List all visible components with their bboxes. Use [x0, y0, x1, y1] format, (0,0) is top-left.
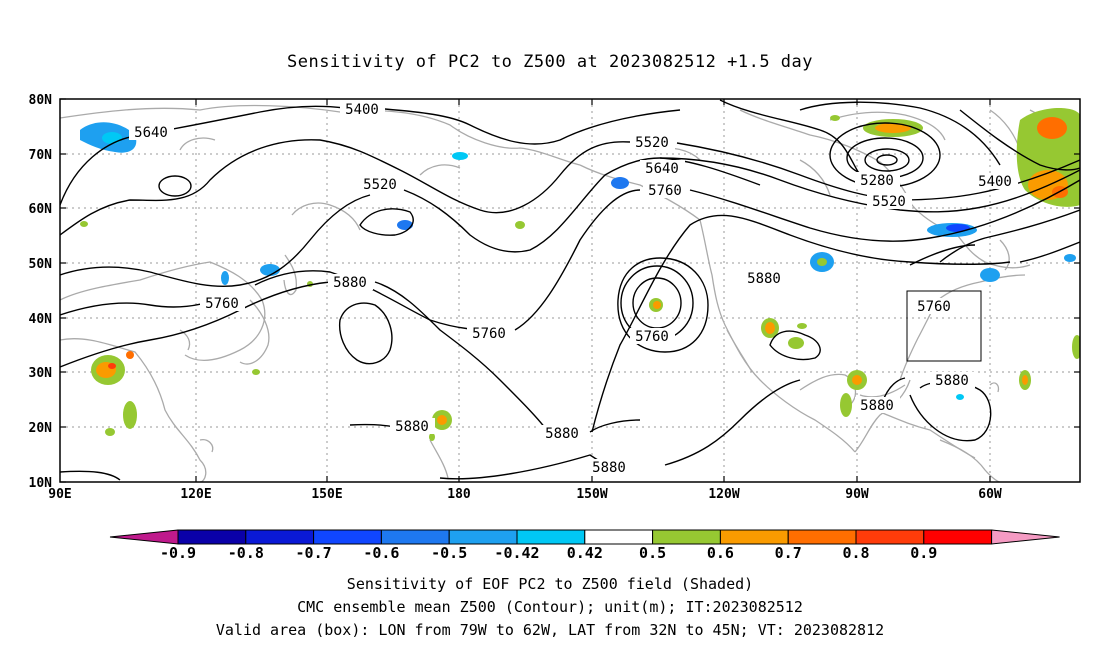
colorbar-segment — [855, 529, 925, 545]
lon-label: 150E — [311, 487, 342, 502]
contour-label: 5280 — [860, 173, 894, 189]
colorbar-tick-label: 0.7 — [775, 544, 802, 562]
colorbar-tick-label: 0.42 — [567, 544, 603, 562]
colorbar-tick-label: -0.8 — [228, 544, 264, 562]
latitude-labels: 80N 70N 60N 50N 40N 30N 20N 10N — [29, 93, 53, 491]
lon-label: 120W — [708, 487, 739, 502]
axis-ticks — [60, 98, 1080, 483]
sensitivity-shading — [80, 108, 1080, 441]
caption-line-1: Sensitivity of EOF PC2 to Z500 field (Sh… — [347, 575, 753, 593]
contour-label: 5880 — [545, 426, 579, 442]
colorbar-segment — [245, 529, 315, 545]
colorbar-segment — [516, 529, 586, 545]
colorbar-tick-label: 0.8 — [842, 544, 869, 562]
colorbar-segment — [584, 529, 654, 545]
colorbar-right-arrow — [991, 529, 1060, 545]
lat-label: 40N — [29, 312, 53, 327]
caption-line-3: Valid area (box): LON from 79W to 62W, L… — [216, 621, 884, 639]
lat-label: 30N — [29, 366, 53, 381]
contour-label: 5880 — [935, 373, 969, 389]
colorbar-left-arrow — [109, 529, 179, 545]
map-frame — [59, 98, 1081, 483]
contour-labels: 5400 5640 5520 5520 5640 5760 5280 5400 … — [129, 101, 1018, 476]
lat-label: 50N — [29, 257, 53, 272]
colorbar-labels: -0.9 -0.8 -0.7 -0.6 -0.5 -0.42 0.42 0.5 0.6 0.7 0.… — [160, 544, 937, 562]
lat-label: 20N — [29, 421, 53, 436]
map-area: 5400 5640 5520 5520 5640 5760 5280 5400 … — [60, 99, 1080, 482]
contour-label: 5880 — [860, 398, 894, 414]
contour-label: 5640 — [645, 161, 679, 177]
colorbar-tick-label: -0.6 — [363, 544, 399, 562]
contour-label: 5760 — [648, 183, 682, 199]
contour-label: 5760 — [917, 299, 951, 315]
lat-label: 10N — [29, 476, 53, 491]
lon-label: 120E — [180, 487, 211, 502]
colorbar-tick-label: 0.5 — [639, 544, 666, 562]
colorbar-segment — [787, 529, 857, 545]
contour-label: 5880 — [592, 460, 626, 476]
colorbar-tick-label: -0.9 — [160, 544, 196, 562]
colorbar-segment — [652, 529, 721, 545]
colorbar-segment — [719, 529, 789, 545]
contour-label: 5760 — [472, 326, 506, 342]
contour-label: 5400 — [978, 174, 1012, 190]
colorbar-tick-label: 0.6 — [707, 544, 734, 562]
plot-title: Sensitivity of PC2 to Z500 at 2023082512… — [287, 52, 813, 72]
colorbar-segment — [313, 529, 382, 545]
colorbar-segment — [923, 529, 993, 545]
colorbar-segment — [448, 529, 518, 545]
colorbar-tick-label: -0.42 — [494, 544, 539, 562]
z500-contours — [60, 99, 1080, 481]
lon-label: 150W — [576, 487, 607, 502]
contour-label: 5880 — [333, 275, 367, 291]
colorbar — [109, 529, 1060, 545]
contour-label: 5520 — [363, 177, 397, 193]
lon-label: 90W — [845, 487, 869, 502]
contour-label: 5760 — [205, 296, 239, 312]
contour-label: 5760 — [635, 329, 669, 345]
colorbar-tick-label: -0.5 — [431, 544, 467, 562]
lat-label: 70N — [29, 148, 53, 163]
contour-label: 5640 — [134, 125, 168, 141]
colorbar-tick-label: 0.9 — [910, 544, 937, 562]
longitude-labels: 90E 120E 150E 180 150W 120W 90W 60W — [48, 487, 1002, 502]
contour-label: 5880 — [747, 271, 781, 287]
colorbar-segment — [177, 529, 247, 545]
contour-label: 5880 — [395, 419, 429, 435]
colorbar-segment — [380, 529, 450, 545]
lon-label: 180 — [447, 487, 471, 502]
lon-label: 90E — [48, 487, 71, 502]
lat-label: 80N — [29, 93, 53, 108]
valid-area-box — [906, 290, 982, 362]
contour-label: 5520 — [872, 194, 906, 210]
colorbar-tick-label: -0.7 — [296, 544, 332, 562]
contour-label: 5520 — [635, 135, 669, 151]
lat-label: 60N — [29, 202, 53, 217]
caption-line-2: CMC ensemble mean Z500 (Contour); unit(m… — [297, 598, 803, 616]
contour-label: 5400 — [345, 102, 379, 118]
lon-label: 60W — [978, 487, 1002, 502]
